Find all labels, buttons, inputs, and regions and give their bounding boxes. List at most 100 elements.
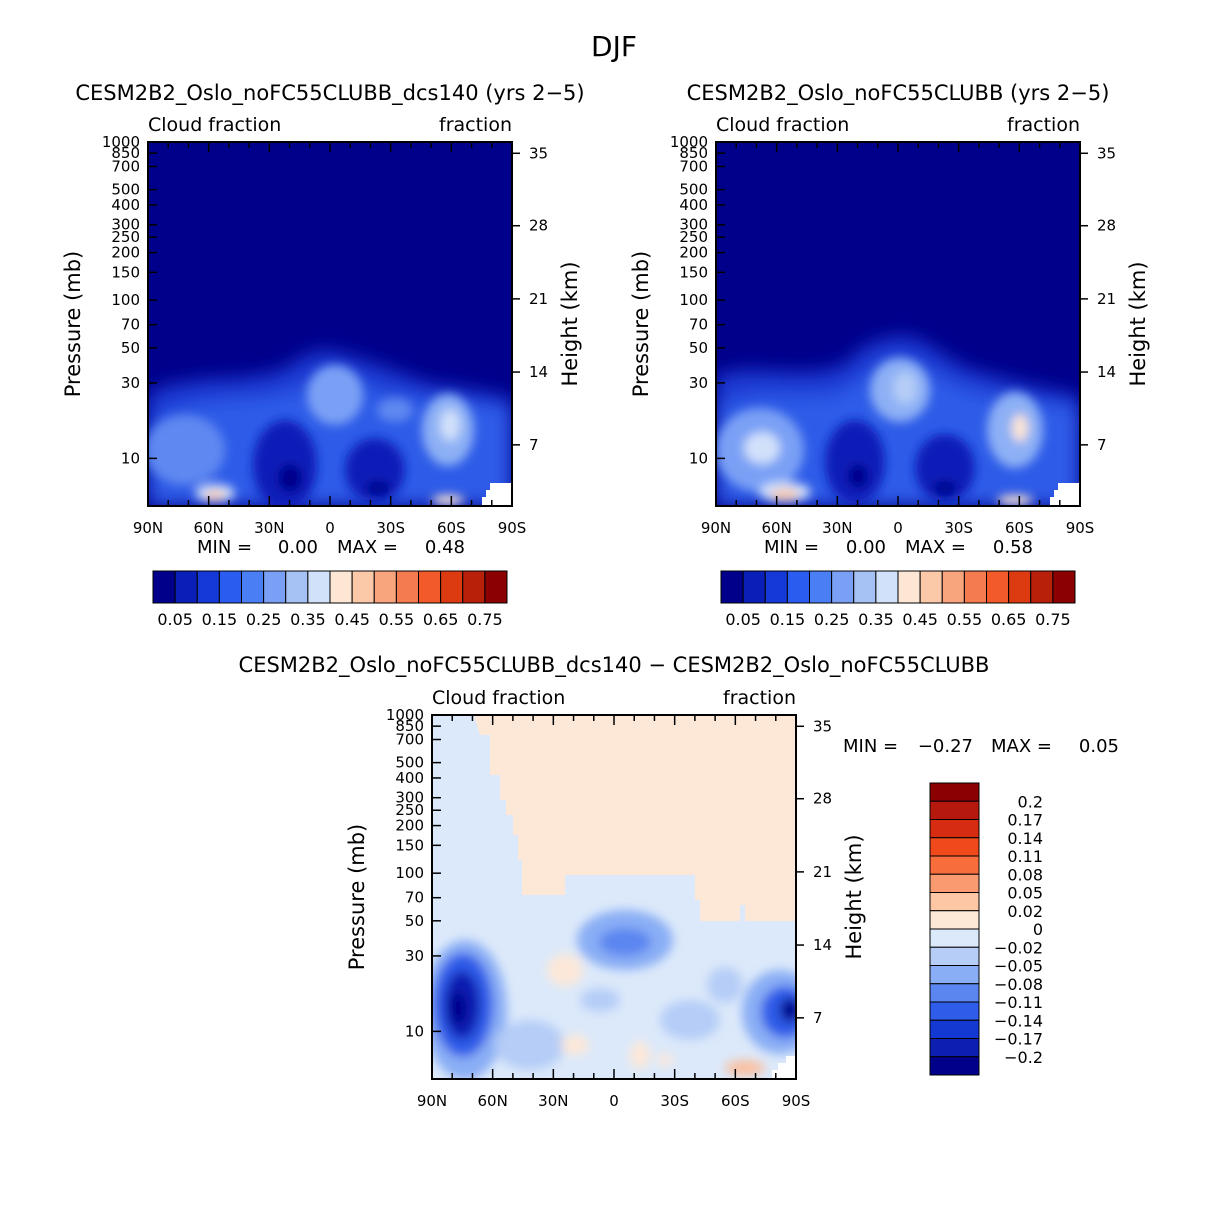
pressure-tick-label: 30: [121, 374, 140, 392]
pressure-tick-label: 10: [405, 1022, 424, 1040]
colorbar-box: [241, 570, 265, 604]
panel-axes: 103050701001502002503004005007008501000P…: [345, 706, 866, 1110]
figure-title: DJF: [591, 30, 637, 63]
colorbar-box: [929, 837, 980, 857]
lat-tick-label: 0: [893, 519, 903, 537]
colorbar-box: [1008, 570, 1032, 604]
pressure-tick-label: 300: [679, 216, 708, 234]
lat-tick-label: 30S: [944, 519, 973, 537]
colorbar-box: [929, 855, 980, 875]
colorbar-box: [285, 570, 309, 604]
colorbar-label: 0.25: [246, 610, 282, 629]
colorbar-label: −0.17: [994, 1030, 1043, 1049]
pressure-tick-label: 500: [111, 181, 140, 199]
pressure-tick-label: 100: [679, 291, 708, 309]
colorbar-box: [929, 819, 980, 839]
pressure-tick-label: 700: [111, 158, 140, 176]
pressure-tick-label: 200: [111, 244, 140, 262]
lat-tick-label: 90S: [782, 1092, 811, 1110]
colorbar-label: 0.17: [1007, 811, 1043, 830]
colorbar-label: 0: [1033, 920, 1043, 939]
colorbar-box: [484, 570, 508, 604]
colorbar-box: [395, 570, 419, 604]
colorbar-box: [875, 570, 899, 604]
pressure-tick-label: 850: [111, 144, 140, 162]
colorbar-box: [786, 570, 810, 604]
colorbar-box: [929, 873, 980, 893]
pressure-axis-label: Pressure (mb): [345, 824, 369, 971]
colorbar-box: [1030, 570, 1054, 604]
pressure-tick-label: 850: [679, 144, 708, 162]
colorbar-box: [764, 570, 788, 604]
colorbar-box: [1052, 570, 1076, 604]
max-label: MAX =: [905, 537, 966, 558]
max-value: 0.58: [993, 537, 1033, 558]
difference-field: [432, 715, 796, 1079]
colorbar-box: [919, 570, 943, 604]
colorbar-box: [218, 570, 242, 604]
height-tick-label: 7: [1097, 436, 1107, 454]
colorbar-box: [263, 570, 287, 604]
colorbar-label: 0.15: [770, 610, 806, 629]
max-label: MAX =: [991, 736, 1052, 757]
colorbar-label: −0.2: [1004, 1048, 1043, 1067]
lat-tick-label: 60N: [478, 1092, 508, 1110]
colorbar-label: 0.45: [334, 610, 370, 629]
colorbar-box: [152, 570, 176, 604]
colorbar-label: 0.11: [1007, 847, 1043, 866]
pressure-tick-label: 70: [405, 889, 424, 907]
pressure-tick-label: 150: [111, 263, 140, 281]
lat-tick-label: 60S: [1005, 519, 1034, 537]
min-value: −0.27: [918, 736, 973, 757]
pressure-tick-label: 250: [111, 228, 140, 246]
max-value: 0.48: [425, 537, 465, 558]
height-tick-label: 28: [529, 217, 548, 235]
lat-tick-label: 90N: [133, 519, 163, 537]
panel-right-label: fraction: [1007, 114, 1080, 136]
panel-axes: 103050701001502002503004005007008501000P…: [61, 133, 582, 537]
colorbar-label: −0.02: [994, 938, 1043, 957]
colorbar-label: 0.02: [1007, 902, 1043, 921]
colorbar-label: −0.11: [994, 993, 1043, 1012]
lat-tick-label: 90S: [498, 519, 527, 537]
panel-right-label: fraction: [439, 114, 512, 136]
colorbar-box: [462, 570, 486, 604]
panel-title: CESM2B2_Oslo_noFC55CLUBB_dcs140 − CESM2B…: [239, 653, 990, 678]
colorbar-label: 0.05: [725, 610, 761, 629]
lat-tick-label: 0: [609, 1092, 619, 1110]
colorbar-box: [742, 570, 766, 604]
colorbar-box: [929, 800, 980, 820]
pressure-tick-label: 150: [679, 263, 708, 281]
min-label: MIN =: [843, 736, 898, 757]
colorbar: 0.05 0.15 0.25 0.35 0.45 0.55 0.65 0.75: [720, 570, 1076, 629]
pressure-tick-label: 300: [395, 789, 424, 807]
colorbar-label: 0.08: [1007, 865, 1043, 884]
panel-axes: 103050701001502002503004005007008501000P…: [629, 133, 1150, 537]
colorbar-label: 0.35: [858, 610, 894, 629]
pressure-tick-label: 400: [111, 196, 140, 214]
lat-tick-label: 90N: [701, 519, 731, 537]
max-value: 0.05: [1079, 736, 1119, 757]
colorbar-box: [853, 570, 877, 604]
panel-left-label: Cloud fraction: [432, 687, 565, 709]
lat-tick-label: 90N: [417, 1092, 447, 1110]
colorbar-box: [809, 570, 833, 604]
colorbar-label: 0.35: [290, 610, 326, 629]
colorbar-label: 0.2: [1018, 792, 1043, 811]
pressure-tick-label: 30: [405, 947, 424, 965]
pressure-tick-label: 700: [679, 158, 708, 176]
colorbar-label: −0.08: [994, 975, 1043, 994]
colorbar-label: 0.75: [467, 610, 503, 629]
cloud-fraction-field: [148, 142, 512, 506]
pressure-tick-label: 70: [689, 316, 708, 334]
colorbar-label: 0.05: [1007, 884, 1043, 903]
colorbar-label: 0.14: [1007, 829, 1043, 848]
pressure-tick-label: 400: [679, 196, 708, 214]
lat-tick-label: 30N: [254, 519, 284, 537]
colorbar-box: [307, 570, 331, 604]
height-tick-label: 28: [813, 790, 832, 808]
colorbar-label: 0.75: [1035, 610, 1071, 629]
diff-colorbar: 0.20.170.140.110.080.050.020−0.02−0.05−0…: [929, 782, 1043, 1076]
pressure-tick-label: 50: [405, 912, 424, 930]
colorbar-box: [929, 782, 980, 802]
